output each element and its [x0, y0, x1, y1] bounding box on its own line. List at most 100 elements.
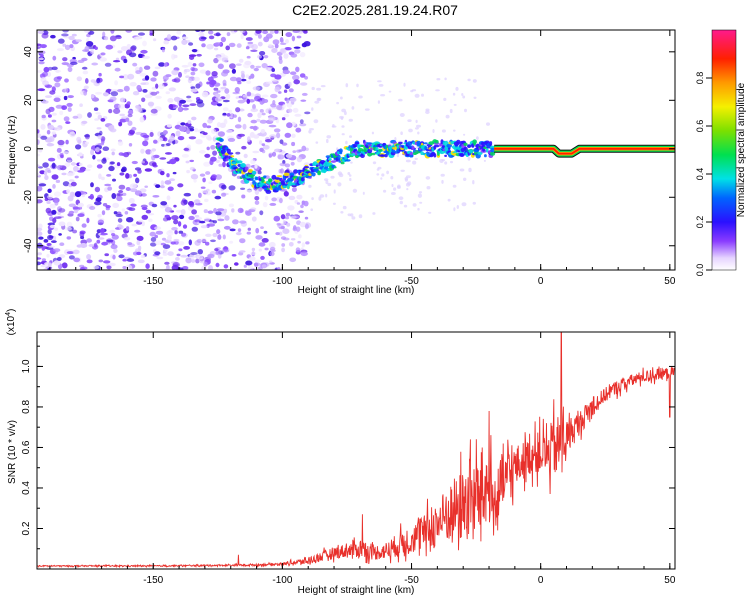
ridge-blob: [490, 151, 496, 156]
noise-speck: [165, 152, 172, 155]
noise-speck: [116, 195, 123, 202]
noise-speck: [443, 97, 447, 101]
noise-speck: [222, 249, 230, 253]
noise-speck: [255, 235, 263, 240]
y-tick-label: 0.8: [21, 400, 32, 414]
ridge-blob: [293, 169, 299, 174]
noise-speck: [282, 220, 286, 225]
ridge-blob: [317, 170, 321, 175]
noise-speck: [142, 40, 147, 47]
noise-speck: [254, 189, 260, 196]
noise-speck: [248, 99, 255, 103]
noise-speck: [126, 217, 134, 223]
noise-speck: [435, 89, 440, 92]
noise-speck: [262, 30, 268, 35]
noise-speck: [198, 192, 202, 198]
ridge-blob: [469, 150, 473, 154]
noise-speck: [137, 259, 145, 264]
noise-speck: [187, 77, 192, 84]
noise-speck: [278, 231, 283, 236]
noise-speck: [407, 181, 412, 186]
noise-speck: [113, 108, 121, 114]
noise-speck: [140, 49, 148, 54]
noise-speck: [277, 266, 281, 270]
noise-speck: [252, 104, 256, 110]
noise-speck: [330, 175, 335, 179]
noise-speck: [246, 136, 251, 143]
noise-speck: [175, 257, 180, 261]
noise-speck: [165, 74, 172, 78]
noise-speck: [453, 207, 456, 212]
noise-speck: [286, 222, 291, 227]
noise-speck: [94, 186, 101, 193]
noise-speck: [291, 35, 296, 42]
noise-speck: [260, 255, 265, 260]
noise-speck: [259, 210, 264, 216]
noise-speck: [305, 241, 310, 245]
ridge-blob: [298, 169, 304, 172]
noise-speck: [250, 108, 259, 113]
noise-speck: [64, 44, 71, 51]
noise-speck: [340, 117, 344, 120]
noise-speck: [472, 201, 476, 205]
noise-speck: [290, 53, 298, 58]
noise-speck: [283, 53, 289, 59]
noise-speck: [193, 76, 200, 82]
noise-speck: [183, 192, 191, 197]
noise-speck: [476, 136, 479, 140]
noise-speck: [109, 161, 115, 165]
noise-speck: [66, 236, 72, 240]
noise-speck: [224, 88, 230, 94]
noise-speck: [271, 79, 278, 82]
noise-speck: [104, 183, 112, 187]
noise-speck: [432, 129, 435, 133]
noise-speck: [48, 157, 56, 162]
noise-speck: [201, 189, 207, 194]
noise-speck: [292, 150, 297, 154]
noise-speck: [180, 209, 186, 215]
noise-speck: [186, 95, 192, 99]
noise-speck: [151, 203, 158, 208]
noise-speck: [61, 33, 69, 37]
x-tick-label: -50: [404, 276, 419, 287]
noise-speck: [101, 158, 107, 164]
noise-speck: [281, 117, 286, 121]
noise-speck: [296, 156, 303, 163]
noise-speck: [229, 76, 238, 82]
x-tick-label: 0: [538, 276, 544, 287]
noise-speck: [472, 79, 477, 83]
noise-speck: [276, 104, 283, 111]
noise-speck: [105, 205, 111, 209]
noise-speck: [313, 119, 319, 124]
noise-speck: [121, 208, 126, 212]
noise-speck: [245, 46, 250, 50]
noise-speck: [69, 44, 74, 49]
colorbar: 0.0 0.2 0.4 0.6 0.8 Normalized spectral ampl…: [695, 29, 747, 276]
noise-speck: [342, 205, 347, 210]
noise-speck: [49, 224, 55, 229]
noise-speck: [325, 180, 329, 185]
noise-speck: [68, 210, 75, 214]
ridge-blob: [360, 144, 365, 147]
noise-speck: [240, 33, 244, 40]
spectrogram-panel: -150 -100 -50 0 50 -40 -20 0 20 40 Height of stra…: [7, 29, 676, 296]
noise-speck: [338, 173, 344, 178]
noise-speck: [195, 139, 203, 145]
noise-speck: [372, 212, 376, 215]
noise-speck: [425, 110, 430, 115]
noise-speck: [59, 110, 64, 116]
noise-speck: [43, 66, 50, 73]
noise-speck: [111, 233, 116, 236]
noise-speck: [257, 132, 265, 137]
ridge-blob: [219, 138, 224, 143]
noise-speck: [190, 252, 198, 255]
colorbar-tick-label: 0.2: [695, 216, 705, 229]
noise-speck: [281, 142, 288, 146]
noise-speck: [41, 258, 47, 262]
noise-speck: [134, 190, 142, 196]
noise-speck: [205, 233, 212, 237]
noise-speck: [214, 248, 219, 252]
noise-speck: [269, 30, 274, 35]
noise-speck: [226, 113, 231, 117]
noise-speck: [154, 240, 162, 245]
